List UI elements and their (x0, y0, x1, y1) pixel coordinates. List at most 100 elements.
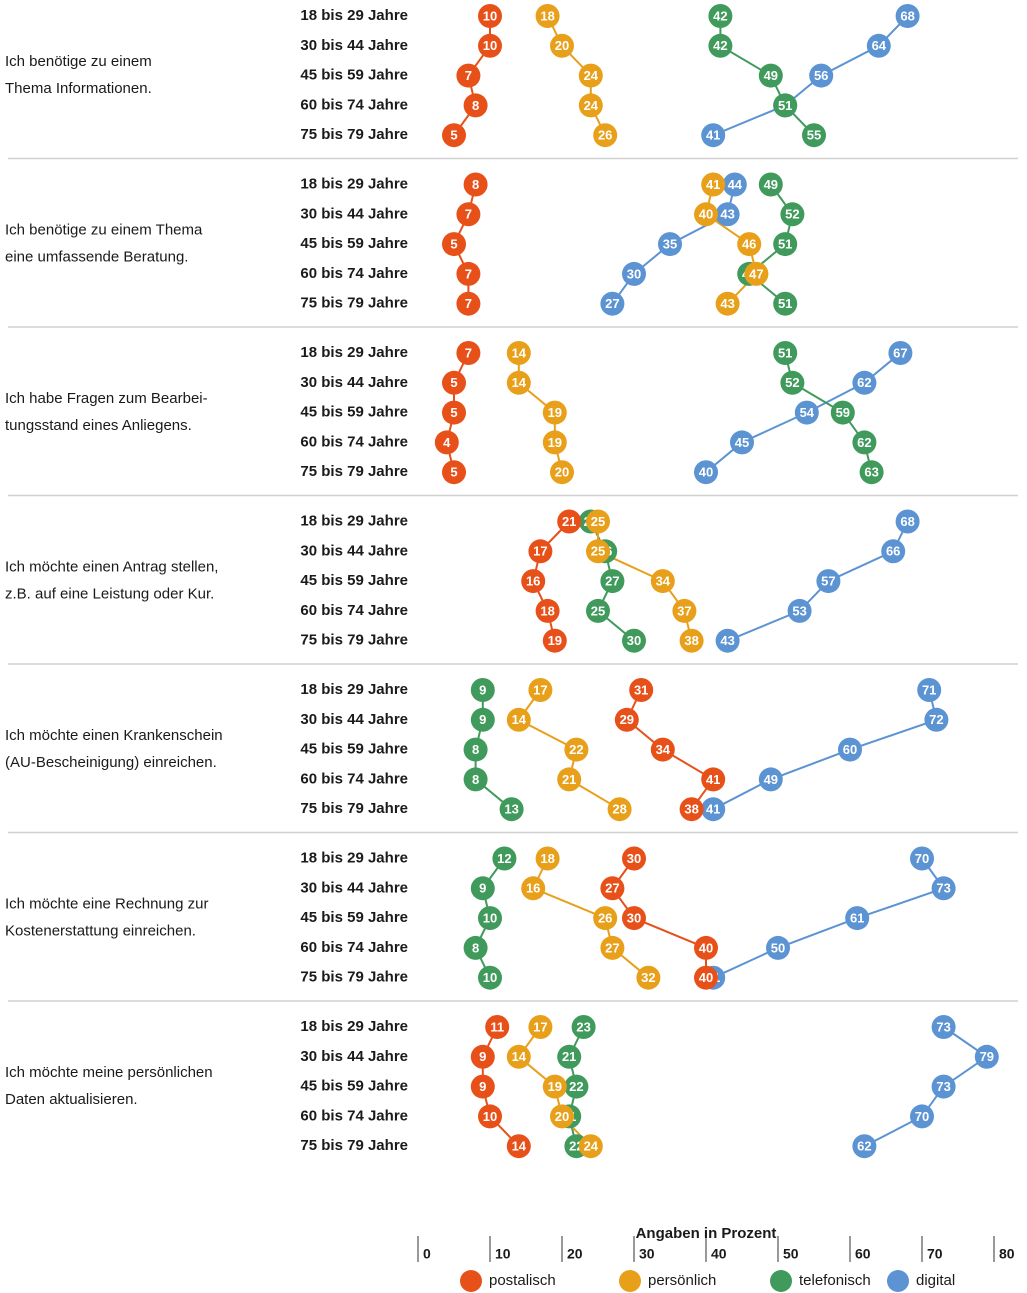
data-label: 57 (821, 574, 835, 589)
dot (478, 4, 502, 28)
data-label: 5 (450, 405, 457, 420)
dot (701, 797, 726, 822)
legend-swatch (770, 1270, 792, 1292)
data-label: 22 (569, 742, 583, 757)
dot (550, 33, 574, 58)
dot (557, 1044, 582, 1069)
data-label: 10 (483, 8, 497, 23)
data-label: 66 (886, 544, 900, 559)
dot (463, 737, 488, 762)
dot (528, 1015, 553, 1039)
dot (859, 460, 884, 485)
data-label: 20 (555, 1109, 569, 1124)
panel-title: Ich möchte einen Antrag stellen, (5, 559, 218, 576)
category-label: 45 bis 59 Jahre (300, 235, 408, 252)
x-tick-label: 70 (927, 1246, 943, 1262)
data-label: 68 (900, 514, 914, 529)
dot (888, 341, 913, 365)
legend-swatch (460, 1270, 482, 1292)
data-label: 55 (807, 128, 821, 143)
dot (600, 876, 625, 901)
dot (910, 1104, 934, 1129)
data-label: 28 (612, 802, 626, 817)
data-label: 50 (771, 940, 785, 955)
dot (506, 341, 531, 365)
dot (478, 906, 502, 931)
dot (830, 400, 855, 425)
dot (485, 1015, 510, 1039)
data-label: 21 (562, 772, 576, 787)
data-label: 70 (915, 1109, 929, 1124)
data-label: 25 (591, 514, 605, 529)
data-label: 71 (922, 682, 936, 697)
data-label: 30 (627, 911, 641, 926)
data-label: 8 (472, 940, 479, 955)
dot (715, 628, 740, 653)
panel-title: Ich benötige zu einem (5, 53, 152, 70)
dot (470, 678, 495, 702)
dot (578, 63, 603, 88)
data-label: 41 (706, 128, 720, 143)
data-label: 60 (843, 742, 857, 757)
dot (650, 569, 675, 594)
dot (931, 1015, 956, 1039)
data-label: 7 (465, 207, 472, 222)
dot (528, 678, 553, 702)
data-label: 52 (785, 207, 799, 222)
data-label: 59 (836, 405, 850, 420)
dot (542, 430, 567, 455)
dot (787, 598, 812, 623)
data-label: 79 (980, 1049, 994, 1064)
category-label: 18 bis 29 Jahre (300, 175, 408, 192)
data-label: 49 (764, 68, 778, 83)
data-label: 16 (526, 881, 540, 896)
dot (557, 767, 582, 792)
dot (463, 935, 488, 960)
data-label: 42 (713, 38, 727, 53)
dot (463, 172, 488, 197)
data-label: 42 (713, 8, 727, 23)
category-label: 30 bis 44 Jahre (300, 1048, 408, 1065)
dot (924, 707, 949, 732)
data-label: 31 (634, 682, 648, 697)
data-label: 8 (472, 742, 479, 757)
data-label: 64 (872, 38, 887, 53)
dot (600, 569, 625, 594)
data-label: 18 (540, 603, 554, 618)
dot (478, 33, 502, 58)
dot (586, 598, 610, 623)
dot (571, 1015, 596, 1039)
dot (931, 876, 956, 901)
series-line (712, 689, 938, 811)
dot (636, 965, 661, 990)
data-label: 14 (512, 375, 527, 390)
dot (730, 430, 754, 455)
dot (650, 737, 675, 762)
category-label: 75 bis 79 Jahre (300, 800, 408, 817)
panel-title: Ich möchte eine Rechnung zur (5, 896, 208, 913)
data-label: 51 (778, 98, 792, 113)
data-label: 25 (591, 544, 605, 559)
data-label: 5 (450, 465, 457, 480)
data-label: 17 (533, 1019, 547, 1034)
data-label: 26 (598, 128, 612, 143)
data-label: 73 (936, 1079, 950, 1094)
panel-title: eine umfassende Beratung. (5, 249, 188, 266)
data-label: 20 (555, 38, 569, 53)
category-label: 60 bis 74 Jahre (300, 433, 408, 450)
data-label: 5 (450, 237, 457, 252)
dot (773, 93, 798, 118)
data-label: 53 (792, 603, 806, 618)
data-label: 30 (627, 633, 641, 648)
panel-title: Thema Informationen. (5, 80, 152, 97)
data-label: 62 (857, 375, 871, 390)
dot (758, 767, 783, 792)
dot (607, 797, 632, 822)
data-label: 18 (540, 851, 554, 866)
dot (499, 797, 524, 822)
data-label: 73 (936, 1019, 950, 1034)
dot (694, 935, 718, 960)
data-label: 7 (465, 266, 472, 281)
data-label: 47 (749, 266, 763, 281)
